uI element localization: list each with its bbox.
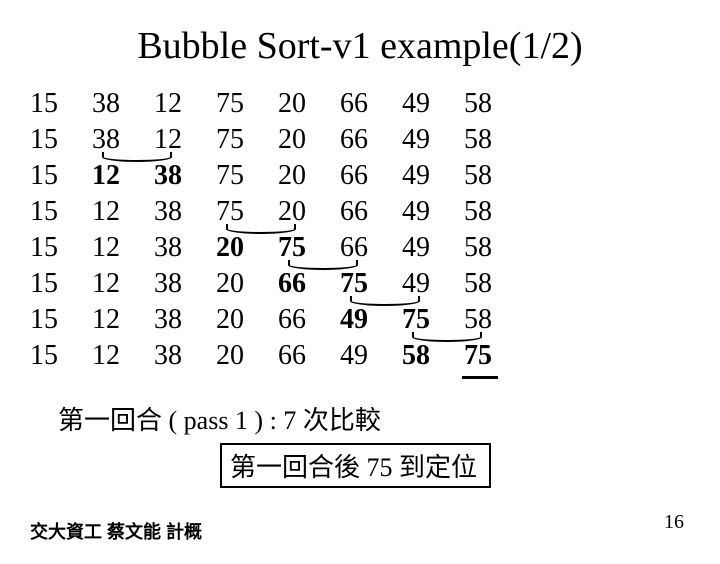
table-cell: 15 [26,88,88,120]
table-cell: 38 [150,232,212,264]
table-cell: 15 [26,160,88,192]
table-cell: 38 [150,304,212,336]
table-cell: 66 [274,340,336,372]
table-cell: 49 [398,196,460,228]
caption-result-box: 第一回合後 75 到定位 [220,443,491,488]
page-title: Bubble Sort-v1 example(1/2) [0,24,720,68]
table-cell: 66 [336,88,398,120]
table-cell: 58 [460,232,522,264]
table-cell: 38 [150,340,212,372]
table-cell: 12 [88,340,150,372]
table-cell: 20 [212,304,274,336]
table-cell: 49 [336,340,398,372]
table-cell: 66 [336,196,398,228]
table-cell: 49 [336,304,398,336]
table-row: 1512382066495875 [26,338,720,374]
table-cell: 20 [212,232,274,264]
table-cell: 20 [274,124,336,156]
table-cell: 49 [398,88,460,120]
table-cell: 12 [88,304,150,336]
table-cell: 49 [398,268,460,300]
table-cell: 15 [26,340,88,372]
table-row: 1512382075664958 [26,230,720,266]
table-cell: 38 [150,160,212,192]
table-row: 1538127520664958 [26,122,720,158]
table-row: 1538127520664958 [26,86,720,122]
table-row: 1512387520664958 [26,158,720,194]
table-cell: 12 [88,160,150,192]
table-cell: 15 [26,232,88,264]
table-cell: 20 [274,160,336,192]
table-cell: 66 [336,124,398,156]
table-row: 1512382066754958 [26,266,720,302]
table-cell: 75 [212,124,274,156]
footer-credit: 交大資工 蔡文能 計概 [30,518,202,544]
table-cell: 66 [336,160,398,192]
table-cell: 12 [88,196,150,228]
table-cell: 75 [212,196,274,228]
table-cell: 75 [460,340,522,372]
table-cell: 75 [398,304,460,336]
table-cell: 66 [274,268,336,300]
table-cell: 49 [398,160,460,192]
table-cell: 58 [398,340,460,372]
table-cell: 58 [460,304,522,336]
table-cell: 75 [212,88,274,120]
table-cell: 15 [26,124,88,156]
table-row: 1512382066497558 [26,302,720,338]
table-cell: 58 [460,160,522,192]
table-cell: 20 [212,340,274,372]
table-cell: 66 [336,232,398,264]
table-cell: 20 [274,88,336,120]
sort-table: 1538127520664958153812752066495815123875… [26,86,720,374]
table-cell: 12 [88,268,150,300]
table-cell: 20 [212,268,274,300]
table-cell: 58 [460,268,522,300]
caption-pass-info: 第一回合 ( pass 1 ) : 7 次比較 [58,400,720,437]
table-cell: 38 [150,268,212,300]
table-cell: 75 [336,268,398,300]
settled-underline-icon [462,376,498,379]
table-cell: 38 [150,196,212,228]
table-cell: 12 [150,124,212,156]
table-cell: 12 [150,88,212,120]
table-cell: 58 [460,124,522,156]
table-cell: 58 [460,88,522,120]
page-number: 16 [664,511,684,534]
table-cell: 20 [274,196,336,228]
table-row: 1512387520664958 [26,194,720,230]
table-cell: 49 [398,232,460,264]
table-cell: 49 [398,124,460,156]
table-cell: 15 [26,196,88,228]
table-cell: 58 [460,196,522,228]
table-cell: 15 [26,268,88,300]
table-cell: 38 [88,88,150,120]
table-cell: 12 [88,232,150,264]
table-cell: 75 [274,232,336,264]
table-cell: 75 [212,160,274,192]
table-cell: 66 [274,304,336,336]
table-cell: 15 [26,304,88,336]
table-cell: 38 [88,124,150,156]
